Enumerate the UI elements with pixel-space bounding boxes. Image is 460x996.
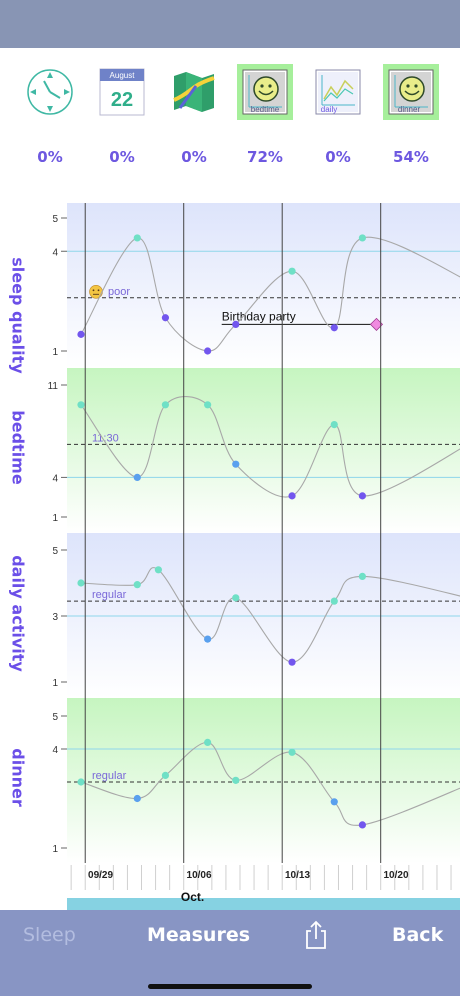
y-tick-label-3-2: 1	[52, 844, 58, 855]
y-tick-label-1-2: 1	[52, 513, 58, 524]
dinner-smiley-icon: dinner	[388, 69, 434, 115]
sleep-button[interactable]: Sleep	[23, 924, 76, 946]
map-button[interactable]	[166, 64, 222, 120]
chart-series-line-1	[80, 396, 460, 498]
share-icon	[306, 920, 326, 949]
chart-ref-label-2: regular	[92, 589, 127, 601]
data-point-2-7	[358, 572, 366, 581]
data-point-2-4	[232, 594, 240, 602]
x-date-label-1: 10/06	[187, 870, 212, 881]
y-tick-label-0-0: 5	[52, 214, 58, 225]
data-point-0-1	[133, 234, 141, 242]
pct-map: 0%	[181, 148, 207, 166]
y-tick-label-1-1: 4	[52, 473, 58, 484]
data-point-1-5	[288, 492, 296, 500]
data-point-1-3	[204, 401, 212, 409]
data-point-1-1	[133, 473, 141, 481]
data-point-2-0	[77, 579, 85, 587]
y-tick-label-0-2: 1	[52, 347, 58, 358]
calendar-day: 22	[111, 89, 133, 111]
data-point-1-6	[330, 421, 338, 429]
share-button[interactable]	[303, 920, 329, 950]
data-point-3-7	[358, 821, 366, 829]
calendar-month: August	[110, 71, 136, 80]
bottom-toolbar: Sleep Measures Back	[0, 910, 460, 996]
data-point-3-3	[204, 738, 212, 747]
pct-dinner: 54%	[393, 148, 429, 166]
chart-bg-3	[67, 698, 460, 863]
data-point-3-2	[161, 771, 170, 780]
clock-icon	[27, 69, 73, 115]
dinner-button[interactable]: dinner	[383, 64, 439, 120]
chart-ref-label-1: 11:30	[92, 432, 119, 444]
data-point-0-7	[358, 234, 366, 242]
y-tick-label-2-2: 1	[52, 678, 58, 689]
data-point-3-4	[232, 776, 240, 784]
y-tick-label-3-0: 5	[52, 712, 58, 723]
measures-button[interactable]: Measures	[147, 924, 251, 946]
data-point-1-2	[161, 401, 170, 409]
x-month-label: Oct.	[181, 890, 204, 904]
chart-ref-label-0: poor	[108, 286, 130, 298]
y-tick-label-0-1: 4	[52, 247, 58, 258]
data-point-3-6	[330, 798, 338, 806]
x-date-label-0: 09/29	[88, 870, 113, 881]
pct-bedtime: 72%	[247, 148, 283, 166]
data-point-3-0	[77, 778, 85, 786]
y-tick-label-2-0: 5	[52, 546, 58, 557]
data-point-1-7	[358, 492, 366, 500]
data-point-3-5	[288, 748, 296, 756]
data-point-2-5	[288, 658, 296, 666]
daily-button[interactable]: daily	[310, 64, 366, 120]
top-status-area	[0, 0, 460, 48]
chart-series-line-0	[80, 236, 460, 352]
chart-bg-1	[67, 368, 460, 533]
data-point-1-0	[77, 401, 85, 409]
data-point-0-0	[77, 330, 85, 338]
bedtime-button[interactable]: bedtime	[237, 64, 293, 120]
x-date-label-3: 10/20	[384, 870, 409, 881]
pct-calendar: 0%	[109, 148, 135, 166]
calendar-icon: August 22	[99, 68, 145, 116]
calendar-button[interactable]: August 22	[94, 64, 150, 120]
clock-button[interactable]	[22, 64, 78, 120]
pct-daily: 0%	[325, 148, 351, 166]
data-point-3-1	[133, 794, 141, 803]
data-point-0-5	[288, 267, 296, 275]
month-band	[67, 898, 460, 910]
data-point-2-3	[204, 635, 212, 643]
data-point-0-2	[161, 314, 170, 322]
bedtime-smiley-icon: bedtime	[242, 69, 288, 115]
chart-bg-0	[67, 203, 460, 368]
map-icon	[173, 72, 215, 112]
chart-series-line-2	[80, 567, 460, 663]
y-tick-label-3-1: 4	[52, 745, 58, 756]
home-indicator	[148, 984, 312, 989]
poor-emoji-eye-left	[92, 289, 95, 292]
dinner-caption: dinner	[398, 105, 421, 114]
data-point-0-4	[232, 320, 240, 328]
data-point-0-3	[204, 347, 212, 355]
daily-caption: daily	[321, 105, 337, 114]
data-point-2-2	[154, 566, 162, 574]
measures-sheet: August 22 bedtime	[0, 48, 460, 913]
data-point-1-4	[232, 460, 240, 468]
event-label: Birthday party	[222, 309, 296, 323]
poor-emoji-eye-right	[97, 289, 100, 292]
y-tick-label-1-0: 11	[48, 381, 59, 392]
data-point-2-6	[330, 597, 338, 605]
y-tick-label-2-1: 3	[52, 612, 58, 623]
pct-clock: 0%	[37, 148, 63, 166]
x-date-label-2: 10/13	[285, 870, 310, 881]
measures-plot[interactable]: 5 4 1 poor Birthday party 11 4 1 11:30 5 3 1 regular…	[0, 48, 460, 913]
data-point-2-1	[133, 581, 141, 589]
bedtime-caption: bedtime	[251, 105, 280, 114]
back-button[interactable]: Back	[392, 924, 444, 946]
chart-ref-label-3: regular	[92, 770, 127, 782]
data-point-0-6	[330, 324, 338, 332]
poor-emoji-icon	[89, 285, 103, 299]
daily-chart-icon: daily	[315, 69, 361, 115]
